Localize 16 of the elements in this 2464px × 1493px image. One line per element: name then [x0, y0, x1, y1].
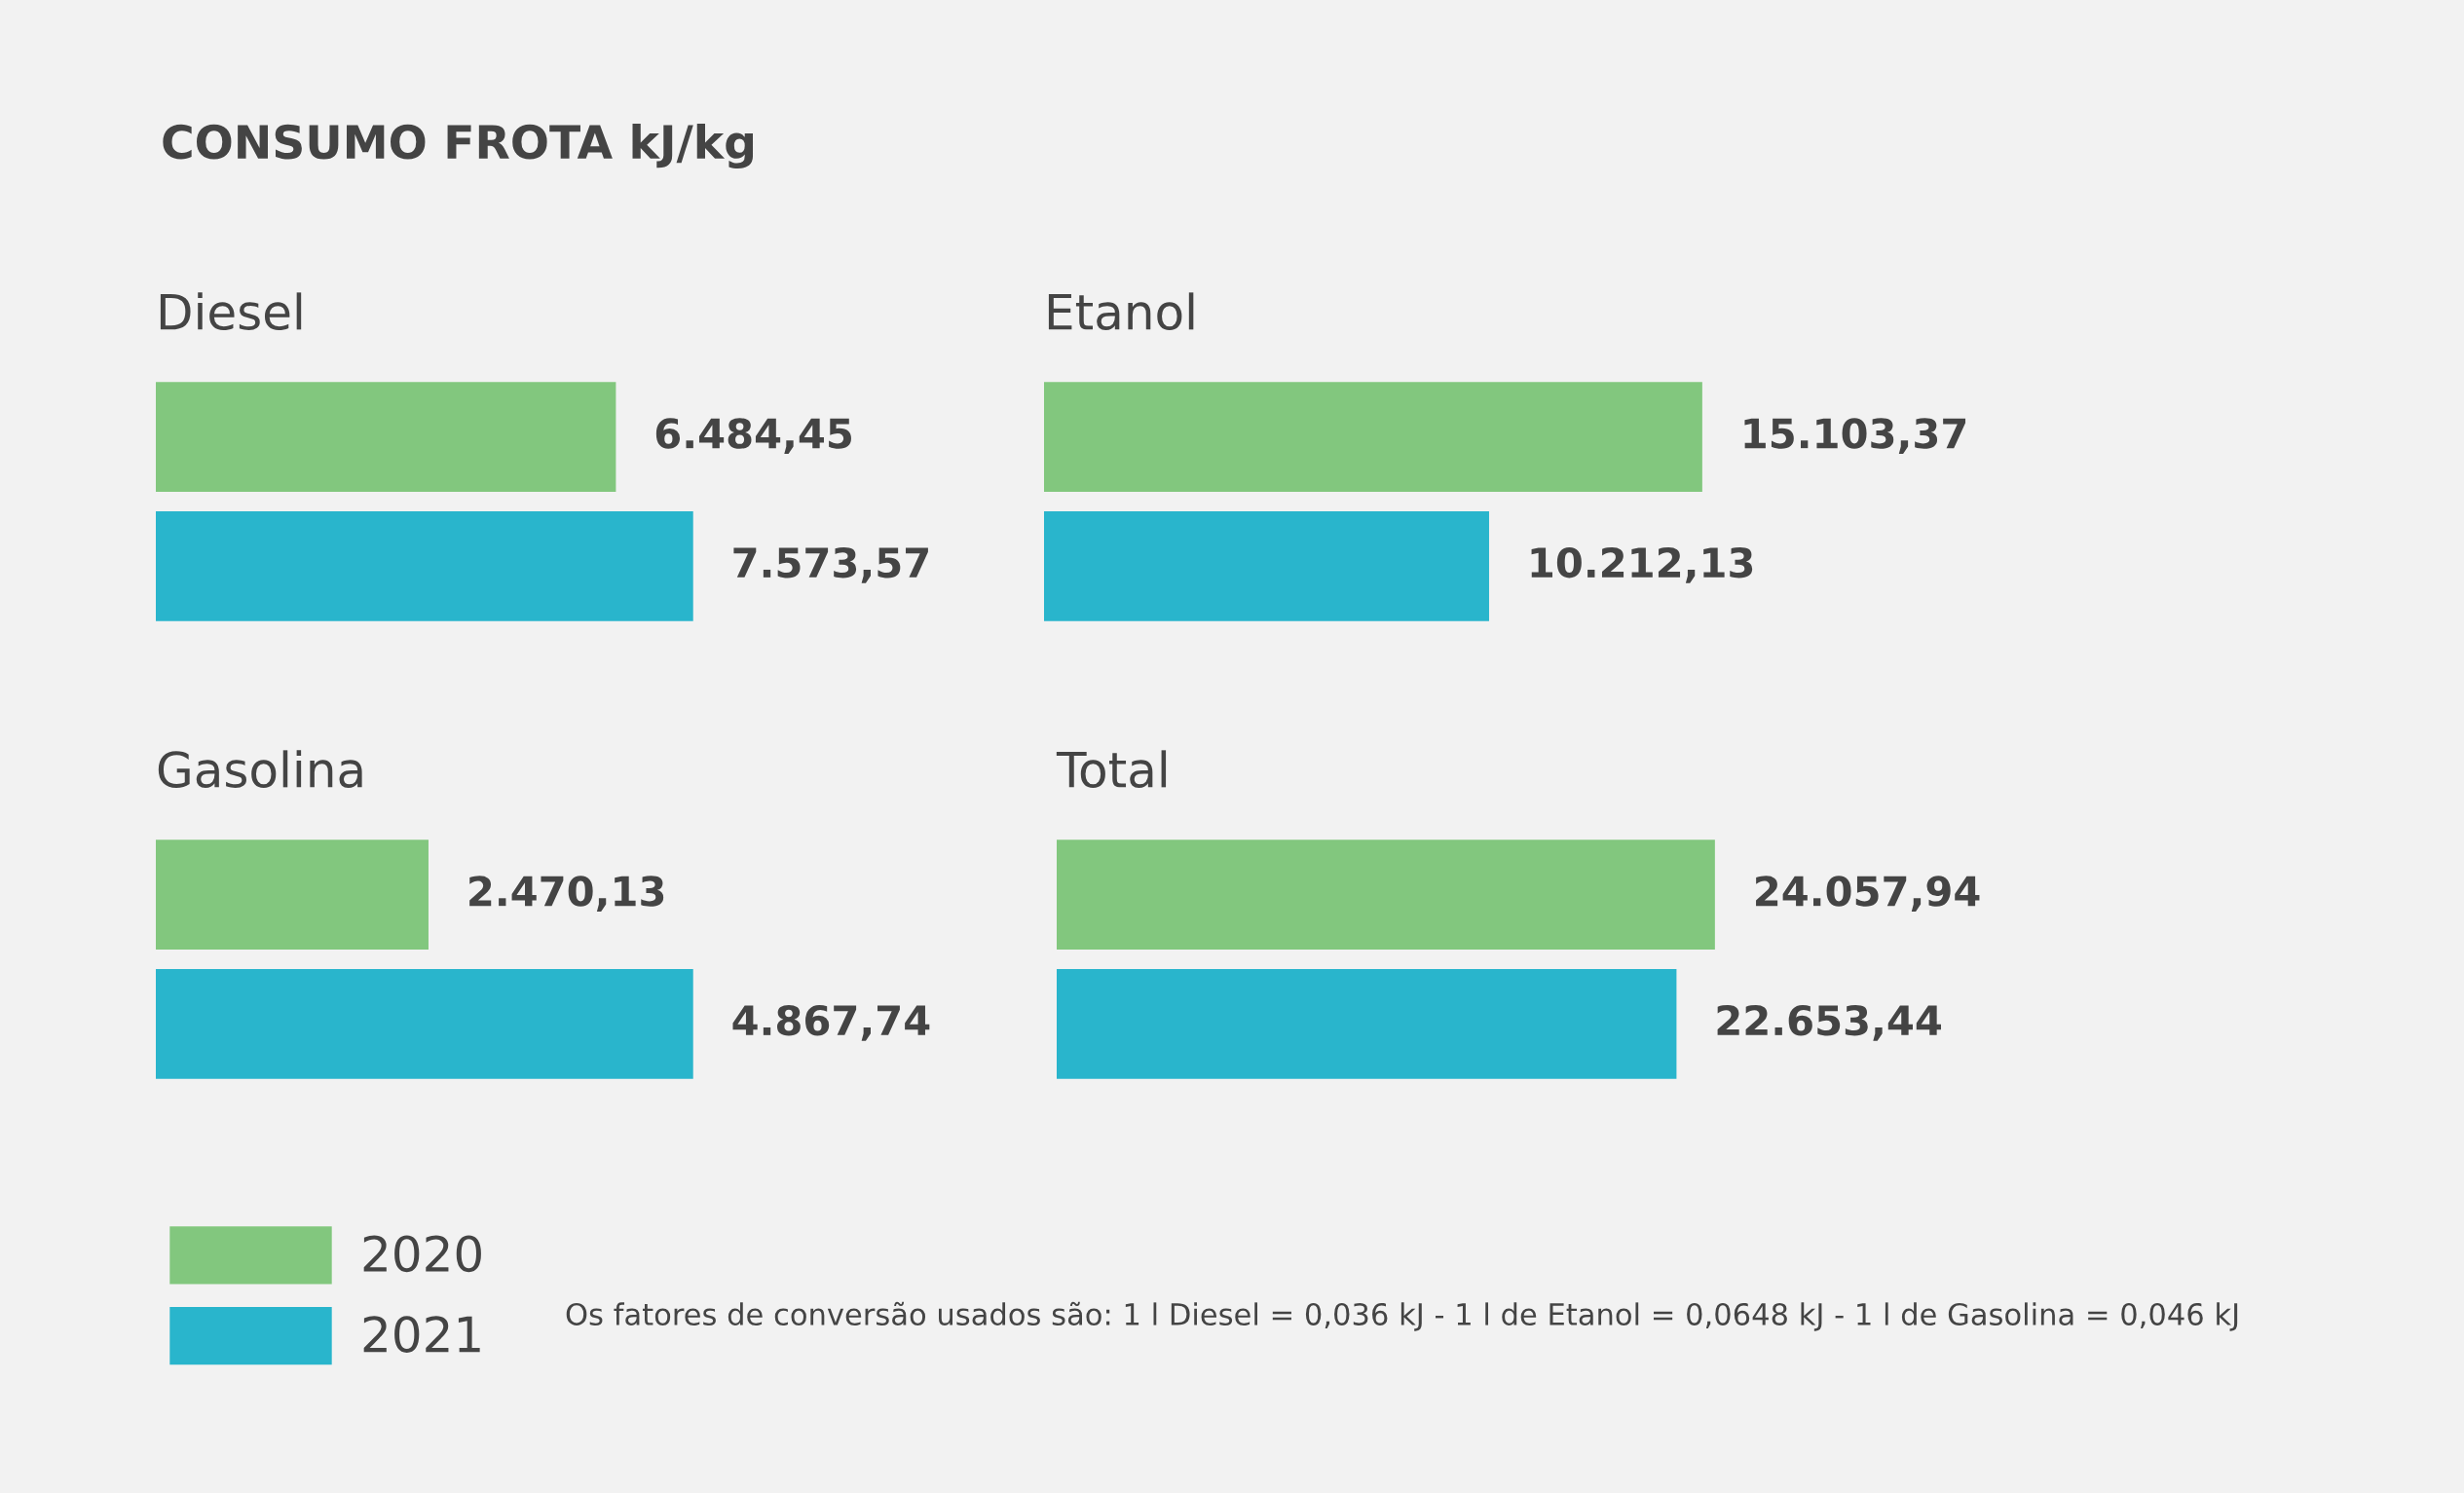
legend-label: 2021 — [363, 1316, 480, 1353]
chart-title: Gasolina — [158, 750, 362, 789]
chart-title: Etanol — [1048, 292, 1194, 331]
chart-title: Diesel — [160, 292, 302, 331]
data-label: 7.573,57 — [733, 546, 928, 583]
data-label: 22.653,44 — [1717, 1004, 1941, 1041]
data-label: 2.470,13 — [469, 876, 664, 913]
text: CONSUMO FROTA kJ/kg — [163, 123, 754, 169]
text: Os fatores de conversão usados são: 1 l Diesel = 0,036 kJ - 1 l de Etanol = 0,0648 kJ - 1 l de Gasolina = 0,046 kJ — [566, 1301, 2238, 1331]
legend-label: 2020 — [363, 1235, 481, 1273]
data-label: 24.057,94 — [1756, 876, 1980, 913]
data-label: 10.212,13 — [1531, 546, 1753, 583]
chart-title: Total — [1056, 750, 1167, 789]
data-label: 4.867,74 — [732, 1004, 930, 1041]
data-label: 15.103,37 — [1744, 418, 1966, 455]
data-label: 6.484,45 — [655, 418, 851, 455]
